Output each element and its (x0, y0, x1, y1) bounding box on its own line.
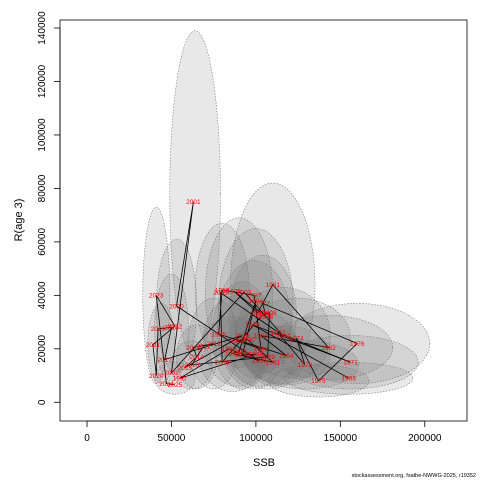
y-tick-label: 80000 (37, 174, 48, 202)
year-label: 2025 (168, 382, 183, 389)
year-label: 2018 (164, 325, 179, 332)
x-tick-label: 50000 (158, 433, 186, 444)
y-tick-label: 40000 (37, 281, 48, 309)
year-label: 2005 (213, 290, 228, 297)
year-label: 1971 (343, 359, 358, 366)
year-label: 2007 (255, 312, 270, 319)
year-label: 1979 (227, 289, 242, 296)
year-label: 2010 (184, 362, 199, 369)
year-label: 2000 (169, 303, 184, 310)
x-tick-label: 100000 (239, 433, 273, 444)
year-label: 1983 (254, 333, 269, 340)
year-label: 2024 (159, 381, 174, 388)
year-label: 2006 (215, 359, 230, 366)
y-axis: 0 20000 40000 60000 80000 100000 120000 140000 (37, 11, 61, 405)
year-label: 1982 (321, 345, 336, 352)
year-label: 1996 (249, 351, 264, 358)
year-label: 2014 (190, 354, 205, 361)
year-label: 1989 (230, 338, 245, 345)
year-label: 1980 (250, 310, 265, 317)
year-label: 1995 (235, 352, 250, 359)
y-tick-label: 60000 (37, 228, 48, 256)
credit-text: stockassessment.org, fsathe-NWWG-2025, r… (351, 473, 476, 479)
y-tick-label: 140000 (37, 11, 48, 45)
year-label: 1988 (254, 346, 269, 353)
year-label: 1968 (342, 376, 357, 383)
y-tick-label: 20000 (37, 334, 48, 362)
year-label: 2020 (149, 373, 164, 380)
year-label: 2004 (276, 333, 291, 340)
year-label: 2002 (164, 370, 179, 377)
year-label: 2003 (237, 289, 252, 296)
year-label: 1981 (266, 282, 281, 289)
year-label: 1993 (232, 349, 247, 356)
year-label: 2022 (168, 323, 183, 330)
year-label: 1994 (249, 298, 264, 305)
x-tick-label: 150000 (324, 433, 358, 444)
year-label: 2012 (206, 341, 221, 348)
year-label: 1978 (259, 314, 274, 321)
y-tick-label: 100000 (37, 118, 48, 152)
year-label: 1986 (215, 287, 230, 294)
year-label: 1970 (245, 322, 260, 329)
year-label: 2011 (197, 343, 211, 350)
year-label: 1998 (222, 346, 237, 353)
year-label: 1997 (173, 376, 188, 383)
year-label: 2015 (178, 365, 193, 372)
year-label: 2016 (235, 333, 250, 340)
year-label: 1992 (225, 351, 240, 358)
year-label: 1987 (247, 293, 262, 300)
year-label: 2023 (149, 293, 164, 300)
year-label: 1985 (212, 331, 227, 338)
year-label: 1991 (266, 359, 281, 366)
x-tick-label: 0 (84, 433, 90, 444)
year-label: 1974 (289, 335, 304, 342)
year-label: 2001 (186, 199, 201, 206)
y-tick-label: 0 (37, 399, 48, 405)
y-axis-title: R(age 3) (13, 199, 25, 242)
year-label: 1972 (271, 330, 286, 337)
recruitment-trajectory-line (152, 201, 358, 386)
year-label: 2021 (146, 342, 161, 349)
year-label: 2013 (186, 345, 201, 352)
year-label: 1976 (350, 341, 365, 348)
year-label: 2008 (262, 310, 277, 317)
x-axis-title: SSB (253, 457, 275, 469)
x-axis: 0 50000 100000 150000 200000 (84, 420, 442, 444)
year-label: 1977 (255, 301, 270, 308)
year-label: 1990 (240, 337, 255, 344)
confidence-ellipses (142, 30, 431, 398)
confidence-ellipse (169, 30, 221, 358)
year-label: 2019 (151, 326, 166, 333)
year-label: 1984 (279, 353, 294, 360)
year-label: 2009 (260, 354, 275, 361)
y-tick-label: 120000 (37, 64, 48, 98)
year-label: 1973 (298, 362, 313, 369)
x-tick-label: 200000 (408, 433, 442, 444)
year-label: 2017 (157, 357, 172, 364)
year-label: 1999 (252, 358, 267, 365)
year-label: 1975 (311, 378, 326, 385)
